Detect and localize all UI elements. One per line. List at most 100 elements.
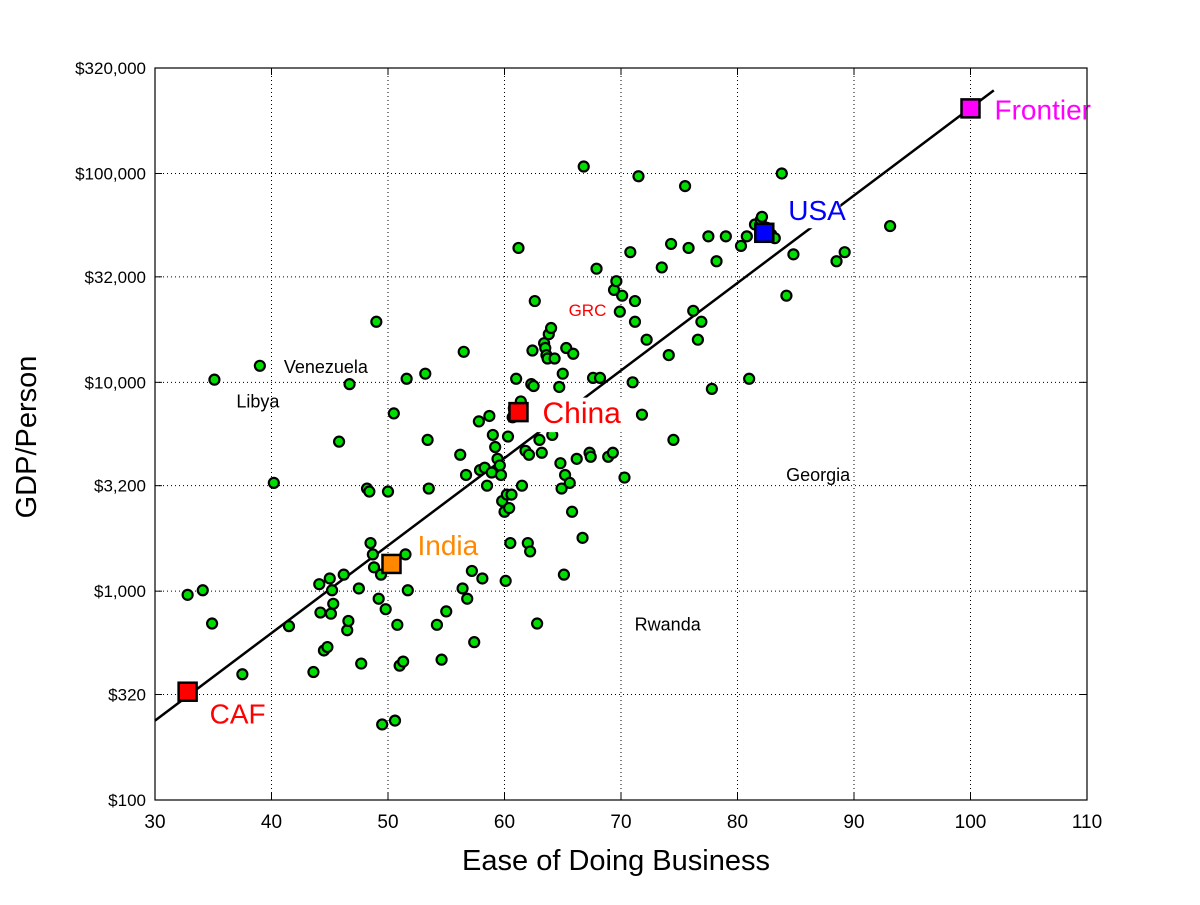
data-point: [705, 382, 718, 396]
annotation-label-bg: [564, 298, 608, 322]
data-point: [548, 352, 561, 365]
y-tick-label: $10,000: [85, 373, 146, 392]
x-tick-label: 30: [144, 812, 165, 833]
data-point: [632, 170, 645, 183]
data-point: [584, 450, 597, 463]
data-point: [352, 582, 365, 595]
data-point: [535, 446, 548, 459]
data-point: [456, 582, 469, 595]
data-point: [468, 636, 481, 649]
data-point: [401, 584, 414, 597]
data-point: [196, 584, 209, 597]
data-point: [554, 457, 567, 470]
y-tick-label: $320,000: [75, 59, 146, 78]
highlight-marker-china: [508, 401, 529, 423]
data-point: [376, 718, 389, 731]
data-point: [324, 607, 338, 620]
data-point: [775, 167, 788, 180]
data-point: [355, 657, 368, 670]
data-point: [610, 275, 623, 288]
data-point: [205, 617, 219, 630]
data-point: [553, 380, 566, 394]
data-point: [337, 568, 350, 581]
data-point: [512, 241, 525, 255]
data-point: [504, 536, 517, 550]
data-point: [483, 409, 496, 423]
highlight-label-india: India: [417, 530, 478, 561]
data-point: [527, 379, 540, 393]
data-point: [780, 289, 793, 302]
highlight-label-bg: [783, 196, 841, 229]
data-point: [342, 614, 355, 628]
data-point: [702, 230, 715, 243]
plot-frame: [154, 67, 1088, 801]
data-point: [503, 501, 516, 515]
annotation-label-rwanda: Rwanda: [635, 615, 702, 635]
data-point: [691, 333, 704, 346]
data-point: [208, 373, 221, 386]
data-point: [555, 482, 568, 495]
x-tick-label: 110: [1072, 812, 1102, 833]
data-point: [379, 603, 392, 616]
data-point: [313, 578, 326, 591]
data-point: [524, 545, 537, 558]
data-point: [435, 653, 448, 666]
x-tick-label: 70: [610, 812, 631, 833]
data-point: [640, 333, 653, 346]
highlight-marker-usa: [754, 222, 775, 244]
data-point: [421, 433, 434, 447]
data-point: [391, 618, 404, 631]
data-point: [480, 479, 494, 492]
highlight-marker-caf: [177, 681, 198, 702]
data-point: [400, 372, 413, 385]
data-point: [327, 597, 340, 610]
data-point: [505, 488, 518, 501]
data-point: [364, 536, 377, 550]
data-point: [422, 482, 435, 495]
data-point: [655, 261, 668, 274]
highlight-layer: [177, 98, 981, 702]
highlight-label-bg: [989, 95, 1125, 128]
data-point: [267, 476, 280, 489]
data-point: [682, 241, 695, 255]
data-point: [719, 230, 732, 243]
x-tick-label: 60: [494, 812, 515, 833]
data-point: [323, 572, 336, 585]
data-point: [577, 160, 590, 173]
data-point: [593, 371, 607, 385]
highlight-label-caf: CAF: [210, 699, 266, 730]
data-point: [457, 345, 470, 358]
data-point: [567, 347, 580, 360]
data-point: [563, 476, 576, 489]
highlight-label-bg: [412, 531, 501, 564]
data-point: [253, 359, 266, 372]
data-point: [628, 294, 642, 308]
highlight-marker-frontier: [960, 98, 981, 119]
data-point: [533, 433, 546, 447]
data-point: [325, 584, 339, 597]
data-point: [618, 471, 631, 484]
data-point: [388, 714, 402, 727]
data-point: [472, 415, 485, 428]
data-point: [664, 237, 678, 251]
annotation-label-georgia: Georgia: [786, 465, 851, 485]
data-point: [282, 620, 296, 633]
data-point: [830, 255, 843, 268]
data-point: [493, 459, 506, 472]
data-point: [236, 668, 249, 681]
data-point: [787, 248, 800, 261]
data-point: [628, 315, 642, 328]
data-point: [343, 378, 356, 391]
highlight-label-bg: [204, 699, 262, 733]
data-point: [557, 568, 571, 581]
x-axis-label: Ease of Doing Business: [462, 845, 770, 877]
data-point: [465, 564, 478, 578]
data-point: [499, 574, 512, 587]
annotation-label-venezuela: Venezuela: [284, 357, 369, 377]
data-point: [399, 548, 412, 561]
data-point: [755, 210, 769, 223]
data-point: [884, 219, 897, 233]
data-point: [363, 485, 376, 498]
data-point: [387, 407, 400, 420]
